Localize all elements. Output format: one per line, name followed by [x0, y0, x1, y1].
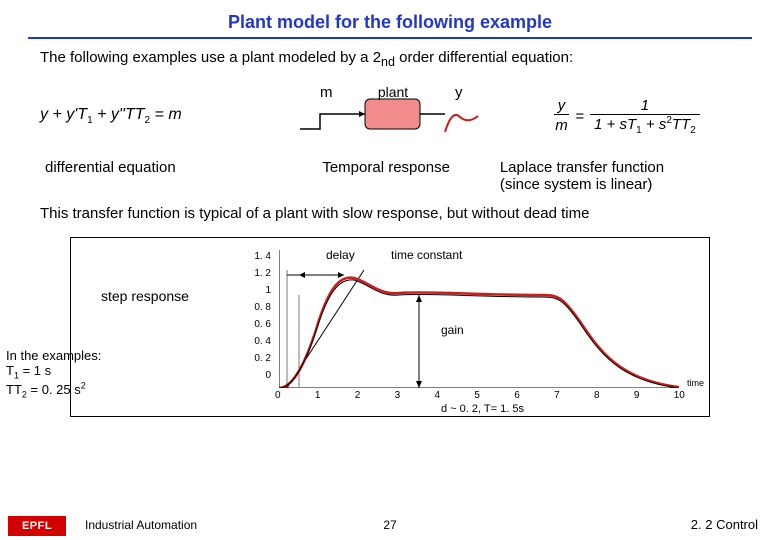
arrow-in-head [359, 111, 365, 117]
xt-6: 6 [514, 390, 520, 401]
yt-0: 1. 4 [246, 248, 271, 265]
typical-text: This transfer function is typical of a p… [40, 205, 740, 222]
tc-label: time constant [391, 248, 462, 262]
footer: EPFL Industrial Automation 27 2. 2 Contr… [0, 508, 780, 540]
xt-1: 1 [315, 390, 321, 401]
chart-frame: step response In the examples: T1 = 1 s … [70, 237, 710, 417]
xt-2: 2 [355, 390, 361, 401]
yt-2: 1 [246, 282, 271, 299]
dT-label: d ~ 0. 2, T= 1. 5s [441, 403, 524, 415]
label-temporal: Temporal response [272, 159, 499, 193]
tf-fraction: y = 1 m 1 + sT1 + s2TT2 [554, 97, 700, 136]
yt-7: 0 [246, 367, 271, 384]
xt-8: 8 [594, 390, 600, 401]
yt-1: 1. 2 [246, 265, 271, 282]
gain-arrow-up [416, 295, 422, 302]
gain-arrow-dn [416, 381, 422, 388]
ex-3: TT2 = 0. 25 s2 [6, 382, 86, 397]
plant-text: plant [378, 84, 408, 100]
footer-right: 2. 2 Control [691, 517, 758, 532]
xt-10: 10 [674, 390, 685, 401]
xt-7: 7 [554, 390, 560, 401]
response-squiggle-icon [445, 115, 478, 132]
m-text: m [320, 84, 333, 101]
xt-4: 4 [435, 390, 441, 401]
yt-5: 0. 4 [246, 333, 271, 350]
xt-0: 0 [275, 390, 281, 401]
diff-eq-text: y + y'T1 + y''TT2 = m [40, 106, 182, 123]
plant-box [365, 99, 420, 129]
intro-a: The following examples use a plant model… [40, 49, 381, 66]
label-laplace: Laplace transfer function (since system … [500, 159, 750, 193]
ex-1: In the examples: [6, 348, 101, 363]
models-row: y + y'T1 + y''TT2 = m m plant y y [40, 84, 740, 149]
transfer-function: y = 1 m 1 + sT1 + s2TT2 [514, 97, 740, 136]
tc-arrow-head-r [338, 272, 344, 278]
tf-den-right: 1 + sT1 + s2TT2 [590, 115, 700, 137]
xt-9: 9 [634, 390, 640, 401]
block-diagram-svg: m plant y [290, 84, 490, 144]
title-underline [28, 37, 752, 39]
xt-5: 5 [474, 390, 480, 401]
intro-sub: nd [381, 55, 395, 69]
x-ticks: 0 1 2 3 4 5 6 7 8 9 10 [275, 390, 685, 401]
tf-equals: = [569, 97, 590, 136]
y-ticks: 1. 4 1. 2 1 0. 8 0. 6 0. 4 0. 2 0 [246, 248, 271, 384]
chart-svg [279, 250, 679, 388]
time-label: time [687, 378, 704, 388]
block-diagram: m plant y [266, 84, 513, 149]
tf-num-left: y [554, 97, 570, 115]
page-title: Plant model for the following example [228, 12, 552, 32]
step-response-label: step response [101, 288, 189, 304]
epfl-logo: EPFL [8, 516, 66, 536]
yt-4: 0. 6 [246, 316, 271, 333]
yt-3: 0. 8 [246, 299, 271, 316]
footer-left: Industrial Automation [85, 518, 197, 532]
delay-label: delay [326, 248, 355, 262]
tf-den-left: m [554, 115, 570, 137]
step-input-icon [300, 114, 345, 129]
labels-row: differential equation Temporal response … [30, 159, 750, 193]
xt-3: 3 [395, 390, 401, 401]
yt-6: 0. 2 [246, 350, 271, 367]
tf-num-right: 1 [590, 97, 700, 115]
intro-b: order differential equation: [395, 49, 573, 66]
diff-eq: y + y'T1 + y''TT2 = m [40, 106, 266, 126]
response-curve [279, 278, 679, 388]
title-bar: Plant model for the following example [0, 0, 780, 33]
examples-block: In the examples: T1 = 1 s TT2 = 0. 25 s2 [6, 348, 136, 400]
intro-text: The following examples use a plant model… [40, 49, 740, 69]
label-laplace-1: Laplace transfer function [500, 159, 664, 176]
gain-label: gain [441, 323, 464, 337]
ex-2: T1 = 1 s [6, 363, 51, 378]
footer-page: 27 [383, 518, 396, 532]
y-text: y [455, 84, 463, 101]
label-laplace-2: (since system is linear) [500, 176, 653, 193]
tc-arrow-head-l [299, 272, 305, 278]
response-curve-shadow [279, 280, 679, 388]
label-diff-eq: differential equation [30, 159, 272, 193]
